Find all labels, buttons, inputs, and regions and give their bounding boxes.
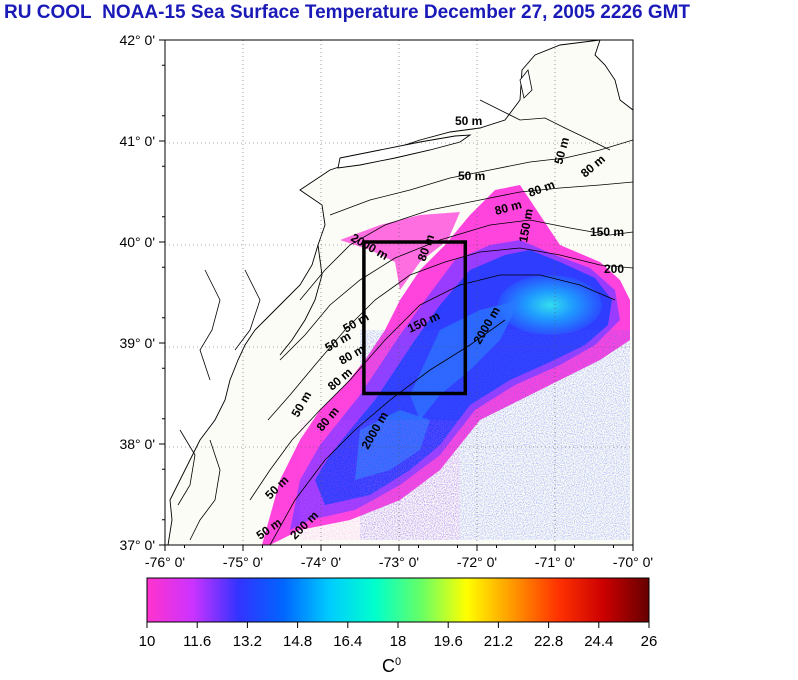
lon-tick-label: -76° 0' bbox=[145, 554, 185, 570]
map-title: RU COOL NOAA-15 Sea Surface Temperature … bbox=[0, 2, 798, 24]
colorbar: 10 11.6 13.2 14.8 16.4 18 19.6 21.2 22.8 24.4 26 bbox=[139, 577, 658, 650]
lon-tick-label: -74° 0' bbox=[301, 554, 341, 570]
lat-tick-label: 41° 0' bbox=[119, 133, 155, 149]
lon-tick-label: -75° 0' bbox=[223, 554, 263, 570]
isobath-label: 50 m bbox=[551, 136, 572, 166]
isobath-contours bbox=[249, 99, 633, 545]
colorbar-tick-label: 14.8 bbox=[283, 633, 312, 650]
study-area-box bbox=[362, 240, 468, 396]
longitude-axis: -76° 0' -75° 0' -74° 0' -73° 0' -72° 0' -71° … bbox=[145, 545, 653, 570]
isobath-label: 150 m bbox=[516, 208, 536, 244]
lat-tick-label: 37° 0' bbox=[119, 537, 155, 553]
colorbar-tick-label: 18 bbox=[390, 633, 407, 650]
lon-tick-label: -70° 0' bbox=[613, 554, 653, 570]
colorbar-tick-label: 13.2 bbox=[233, 633, 262, 650]
lat-tick-label: 40° 0' bbox=[119, 234, 155, 250]
isobath-label: 200 bbox=[604, 262, 624, 276]
isobath-label: 150 m bbox=[590, 225, 624, 239]
lon-tick-label: -72° 0' bbox=[457, 554, 497, 570]
colorbar-tick-label: 21.2 bbox=[484, 633, 513, 650]
colorbar-tick-label: 24.4 bbox=[584, 633, 613, 650]
unit-base: C bbox=[382, 656, 395, 676]
colorbar-tick-label: 16.4 bbox=[333, 633, 362, 650]
graticule bbox=[165, 40, 633, 545]
sst-data-layer bbox=[262, 185, 630, 545]
colorbar-tick-label: 10 bbox=[139, 633, 156, 650]
isobath-label: 50 m bbox=[458, 169, 485, 183]
lon-tick-label: -71° 0' bbox=[535, 554, 575, 570]
colorbar-tick-label: 26 bbox=[641, 633, 658, 650]
unit-superscript: 0 bbox=[395, 656, 402, 668]
colorbar-tick-label: 22.8 bbox=[534, 633, 563, 650]
lat-tick-label: 39° 0' bbox=[119, 335, 155, 351]
colorbar-tick-label: 19.6 bbox=[434, 633, 463, 650]
isobath-label: 50 m bbox=[455, 114, 482, 128]
colorbar-ticks bbox=[146, 622, 650, 628]
lat-tick-label: 38° 0' bbox=[119, 436, 155, 452]
colorbar-unit: C0 bbox=[382, 656, 401, 677]
lat-tick-label: 42° 0' bbox=[119, 32, 155, 48]
latitude-axis: 42° 0' 41° 0' 40° 0' 39° 0' 38° 0' 37° 0' bbox=[119, 32, 165, 553]
lon-tick-label: -73° 0' bbox=[379, 554, 419, 570]
title-org: RU COOL bbox=[4, 2, 92, 23]
isobath-label: 80 m bbox=[493, 197, 523, 218]
colorbar-labels: 10 11.6 13.2 14.8 16.4 18 19.6 21.2 22.8 24.4 26 bbox=[139, 633, 658, 650]
colorbar-strip bbox=[146, 577, 650, 623]
land-layer bbox=[165, 40, 633, 545]
title-product: NOAA-15 Sea Surface Temperature December… bbox=[102, 2, 691, 23]
colorbar-tick-label: 11.6 bbox=[183, 633, 211, 650]
